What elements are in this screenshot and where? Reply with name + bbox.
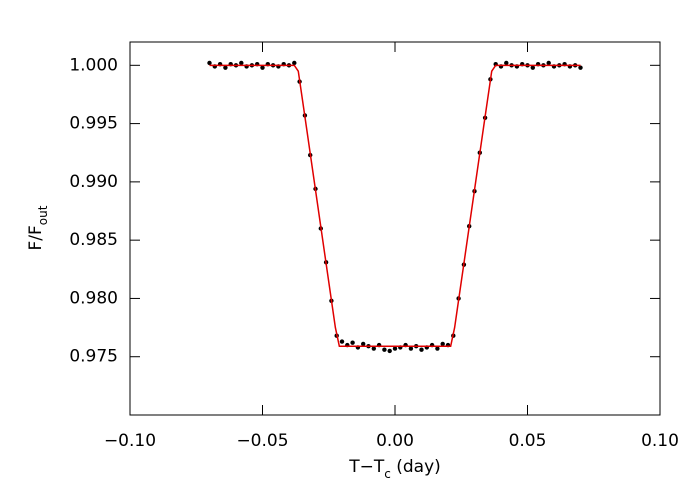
x-axis-label: T−Tc (day) <box>348 457 441 481</box>
y-tick-label: 1.000 <box>69 55 118 75</box>
data-point <box>504 60 509 66</box>
data-point <box>435 346 440 351</box>
data-point <box>578 65 583 70</box>
y-tick-label: 0.985 <box>69 230 118 250</box>
x-axis-label-sub: c <box>384 467 391 481</box>
x-tick-label: −0.05 <box>236 431 288 451</box>
model-line <box>209 64 581 347</box>
data-point <box>260 65 265 70</box>
data-point <box>223 65 228 70</box>
x-tick-label: 0.10 <box>641 431 679 451</box>
data-point <box>382 347 387 352</box>
data-point <box>361 341 366 347</box>
data-point <box>419 347 424 352</box>
x-axis-label-main: T−T <box>348 457 385 477</box>
y-axis-label-sub: out <box>36 205 50 225</box>
x-axis-label-unit: (day) <box>391 457 441 477</box>
data-point <box>440 341 445 347</box>
y-axis-label-main: F/F <box>26 225 46 250</box>
data-point <box>387 348 392 354</box>
data-point <box>392 346 398 351</box>
x-tick-label: −0.10 <box>104 431 156 451</box>
plot-frame <box>129 41 661 416</box>
y-tick-label: 0.980 <box>69 288 118 308</box>
y-axis-label: F/Fout <box>26 205 50 250</box>
x-tick-label: 0.05 <box>509 431 547 451</box>
data-point <box>350 340 355 345</box>
y-tick-label: 0.975 <box>69 347 118 367</box>
data-point <box>530 65 535 70</box>
y-tick-label: 0.990 <box>69 172 118 192</box>
data-point <box>239 60 244 66</box>
data-point <box>371 346 376 351</box>
data-point <box>292 60 297 66</box>
data-point <box>408 346 414 351</box>
y-tick-label: 0.995 <box>69 114 118 134</box>
data-point <box>207 60 212 66</box>
x-tick-label: 0.00 <box>376 431 414 451</box>
data-point <box>339 339 345 344</box>
data-point <box>546 60 551 66</box>
